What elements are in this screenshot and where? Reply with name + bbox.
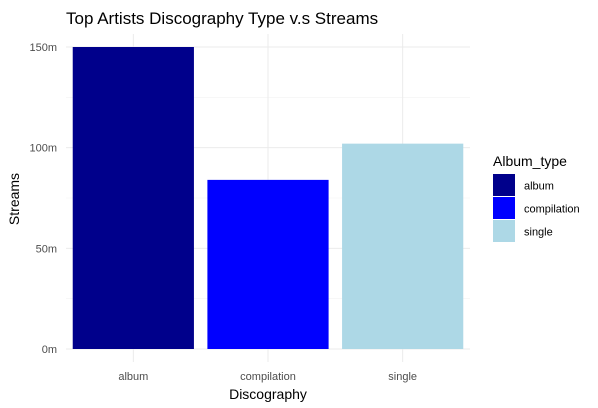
x-tick-label: album [118, 371, 148, 383]
y-tick-label: 50m [36, 243, 57, 255]
x-tick-label: single [388, 371, 417, 383]
legend: Album_type album compilation single [493, 153, 580, 242]
legend-label: single [524, 227, 553, 239]
legend-key-album [493, 174, 515, 196]
x-axis-ticks: album compilation single [118, 371, 417, 383]
bars [72, 47, 464, 349]
y-axis-title: Streams [6, 173, 22, 225]
y-axis-ticks: 0m 50m 100m 150m [29, 42, 57, 356]
y-tick-label: 150m [29, 42, 57, 54]
x-axis-title: Discography [229, 386, 307, 402]
y-tick-label: 0m [42, 344, 57, 356]
legend-key-compilation [493, 197, 515, 219]
bar-single [342, 143, 464, 349]
bar-compilation [207, 179, 329, 349]
chart-title: Top Artists Discography Type v.s Streams [66, 9, 378, 28]
legend-label: album [524, 181, 554, 193]
y-tick-label: 100m [29, 143, 57, 155]
bar-album [72, 47, 194, 349]
x-tick-label: compilation [240, 371, 296, 383]
legend-label: compilation [524, 204, 580, 216]
legend-title: Album_type [493, 153, 567, 169]
legend-key-single [493, 220, 515, 242]
